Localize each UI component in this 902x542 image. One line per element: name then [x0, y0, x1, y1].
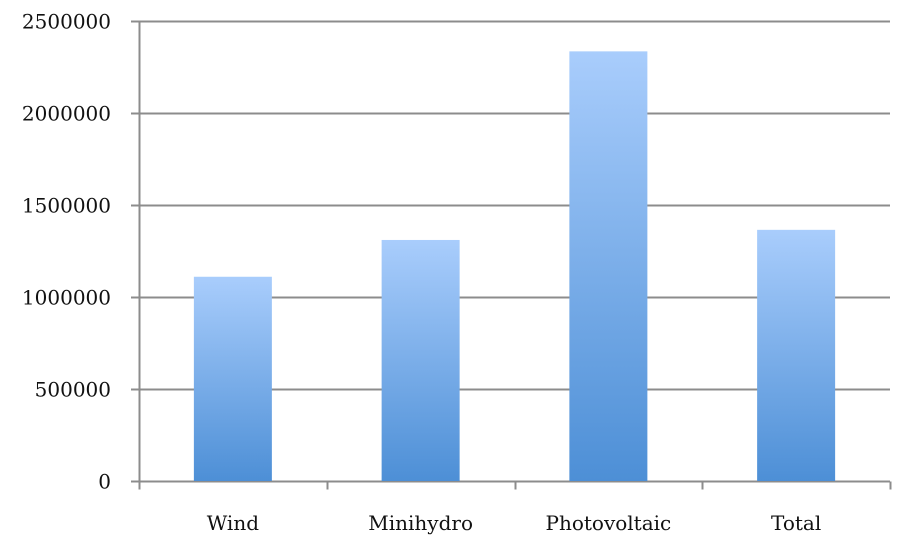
y-tick-label: 2500000 [22, 10, 111, 34]
y-tick-label: 1500000 [22, 194, 111, 218]
x-axis-category-labels: Wind Minihydro Photovoltaic Total [207, 511, 821, 535]
bar-layer [193, 51, 836, 482]
axis-layer [131, 20, 892, 490]
bar-minihydro [381, 239, 460, 481]
y-tick-label: 1000000 [22, 286, 111, 310]
x-category-label: Wind [207, 511, 259, 535]
x-category-label: Minihydro [368, 511, 473, 535]
y-tick-label: 2000000 [22, 102, 111, 126]
bar-photovoltaic [569, 51, 648, 482]
y-tick-label: 500000 [35, 378, 111, 402]
bar-total [757, 229, 836, 481]
x-category-label: Photovoltaic [545, 511, 671, 535]
x-category-label: Total [771, 511, 821, 535]
y-tick-label: 0 [98, 470, 111, 494]
bar-wind [193, 276, 272, 481]
y-axis-tick-labels: 0 500000 1000000 1500000 2000000 2500000 [22, 10, 111, 494]
